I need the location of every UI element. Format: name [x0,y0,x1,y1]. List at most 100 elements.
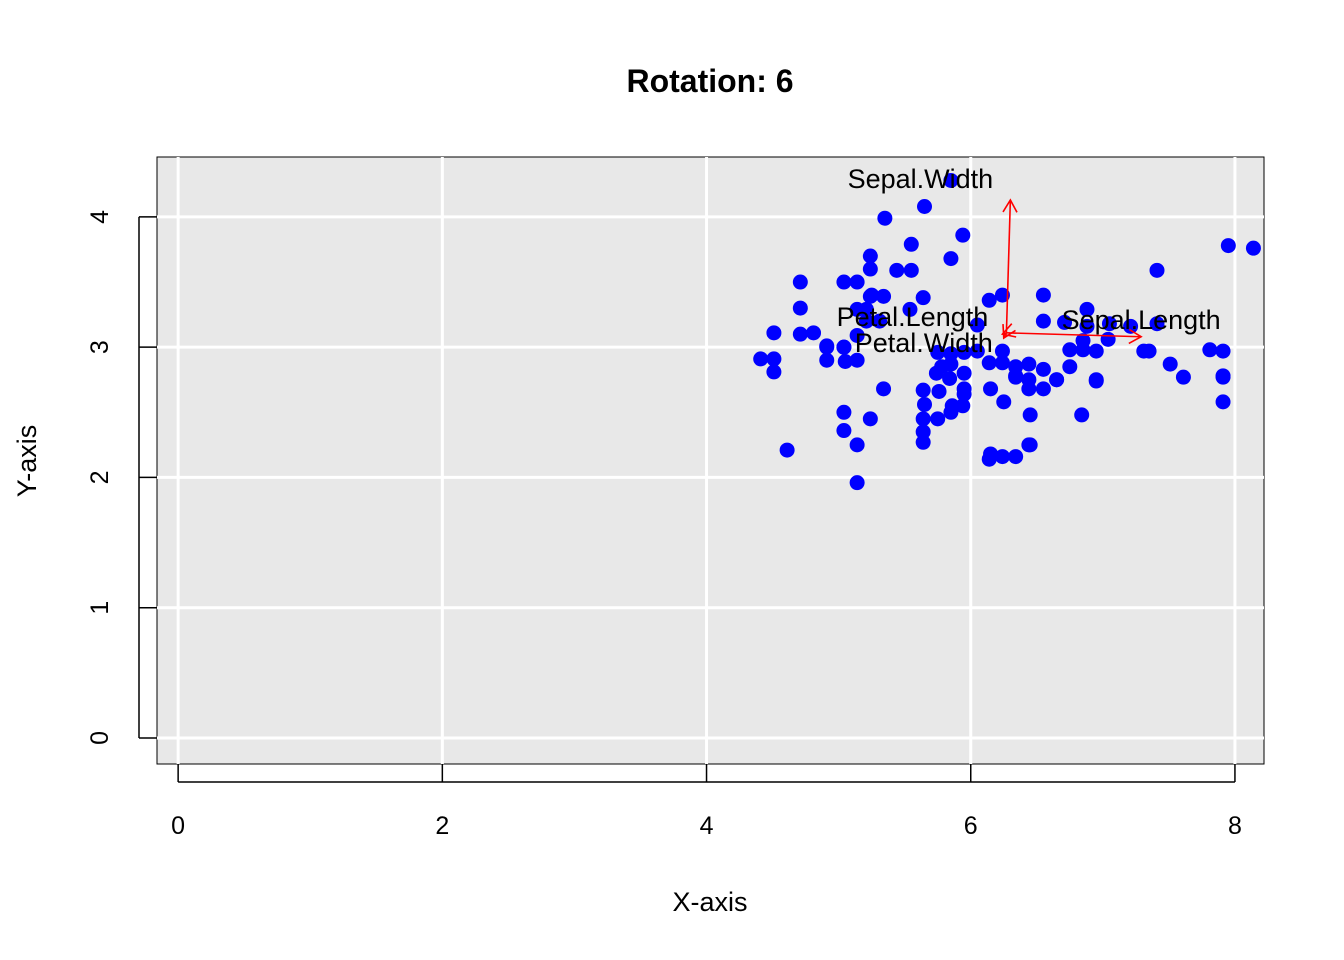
data-point [792,300,808,316]
y-tick-label: 0 [86,731,114,745]
x-tick-label: 8 [1228,812,1242,840]
data-point [1021,372,1037,388]
arrow-head [1002,198,1018,213]
arrow-head [1000,323,1017,338]
data-point [981,355,997,371]
data-point [849,352,865,368]
data-point [956,386,972,402]
data-point [1035,313,1051,329]
data-point [1101,316,1117,332]
data-point [877,210,893,226]
data-point [872,313,888,329]
arrow-line [1005,199,1012,333]
data-point [1202,342,1218,358]
data-point [943,172,959,188]
data-point [862,288,878,304]
data-point [956,365,972,381]
data-point [915,411,931,427]
data-point [915,424,931,440]
data-point [837,354,853,370]
data-point [928,365,944,381]
data-point [819,352,835,368]
data-point [1215,394,1231,410]
y-tick-label: 1 [86,601,114,615]
data-point [876,288,892,304]
data-point [1035,287,1051,303]
data-point [1136,343,1152,359]
data-point [862,261,878,277]
axes: 0 2 4 6 8 0 1 2 3 4 [86,210,1242,840]
data-point [903,236,919,252]
data-point [1123,318,1139,334]
data-point [849,327,865,343]
data-point [766,364,782,380]
data-point [1074,407,1090,423]
data-point [766,351,782,367]
data-point [1035,361,1051,377]
data-point [1008,449,1024,465]
data-point [983,381,999,397]
chart-title: Rotation: 6 [626,63,793,99]
x-tick-label: 0 [171,812,185,840]
data-point [1079,301,1095,317]
data-point [1057,314,1073,330]
y-tick-label: 3 [86,340,114,354]
loading-arrows: Sepal.Width Sepal.Length Petal.LengthPetal… [837,164,1221,358]
data-point [1088,343,1104,359]
plot-panel [156,156,1265,765]
data-point [806,325,822,341]
data-point [876,381,892,397]
data-point [969,317,985,333]
data-point [955,398,971,414]
data-point [943,251,959,267]
data-point [917,396,933,412]
data-point [943,346,959,362]
y-tick-label: 2 [86,470,114,484]
data-point [889,262,905,278]
arrow-label: Petal.Length [837,302,989,332]
data-point [1149,262,1165,278]
data-point [1162,356,1178,372]
data-point [917,198,933,214]
x-tick-label: 6 [964,812,978,840]
data-point [902,301,918,317]
data-point [858,313,874,329]
data-point [1008,368,1024,384]
arrow-line [1006,332,1142,338]
data-point [1075,333,1091,349]
scatter-points [753,172,1261,491]
data-point [1079,318,1095,334]
arrow-label: Sepal.Length [1062,305,1221,335]
data-point [1215,368,1231,384]
data-point [981,292,997,308]
data-point [956,344,972,360]
data-point [836,339,852,355]
data-point [994,343,1010,359]
y-axis-title: Y-axis [12,425,42,498]
data-point [930,344,946,360]
data-point [1088,373,1104,389]
arrow-head [1002,324,1016,340]
data-point [915,434,931,450]
data-point [994,287,1010,303]
data-point [930,411,946,427]
x-axis-title: X-axis [672,887,747,917]
data-point [1022,407,1038,423]
data-point [766,325,782,341]
data-point [836,404,852,420]
data-point [862,411,878,427]
data-point [1021,356,1037,372]
data-point [1215,343,1231,359]
arrow-label: Sepal.Width [848,164,994,194]
data-point [955,227,971,243]
data-point [931,383,947,399]
data-point [792,326,808,342]
data-point [915,382,931,398]
data-point [862,248,878,264]
y-tick-label: 4 [86,210,114,224]
data-point [753,351,769,367]
data-point [1062,342,1078,358]
data-point [1062,359,1078,375]
data-point [836,423,852,439]
